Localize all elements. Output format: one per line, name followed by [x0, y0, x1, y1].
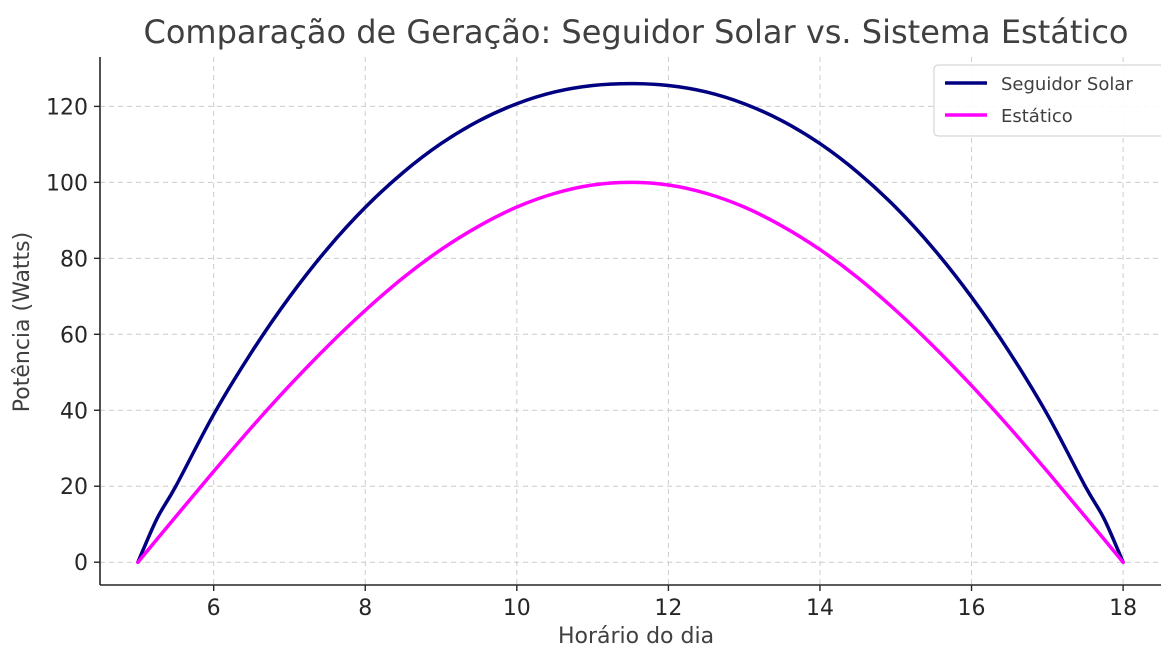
x-ticks: 6 8 10 12 14 16 18: [207, 585, 1137, 621]
legend: Seguidor Solar Estático: [933, 64, 1161, 137]
y-axis-label: Potência (Watts): [10, 232, 35, 412]
y-tick-label: 100: [46, 171, 88, 196]
chart-title: Comparação de Geração: Seguidor Solar vs…: [144, 13, 1129, 51]
y-tick-label: 120: [46, 95, 88, 120]
legend-label-seguidor: Seguidor Solar: [1001, 74, 1133, 95]
x-tick-label: 16: [958, 596, 986, 621]
y-tick-label: 0: [74, 551, 88, 576]
x-tick-label: 18: [1109, 596, 1137, 621]
x-tick-label: 14: [806, 596, 834, 621]
y-ticks: 0 20 40 60 80 100 120: [46, 95, 100, 576]
y-tick-label: 20: [60, 475, 88, 500]
legend-box: [933, 64, 1161, 137]
y-tick-label: 40: [60, 399, 88, 424]
x-tick-label: 6: [207, 596, 221, 621]
x-tick-label: 12: [654, 596, 682, 621]
y-tick-label: 80: [60, 247, 88, 272]
x-axis-label: Horário do dia: [558, 624, 714, 648]
series-layer: [136, 81, 1125, 564]
series-line-1: [136, 180, 1125, 564]
x-tick-label: 8: [358, 596, 372, 621]
y-tick-label: 60: [60, 323, 88, 348]
legend-label-estatico: Estático: [1001, 106, 1073, 127]
x-tick-label: 10: [503, 596, 531, 621]
series-line-0: [136, 81, 1125, 564]
